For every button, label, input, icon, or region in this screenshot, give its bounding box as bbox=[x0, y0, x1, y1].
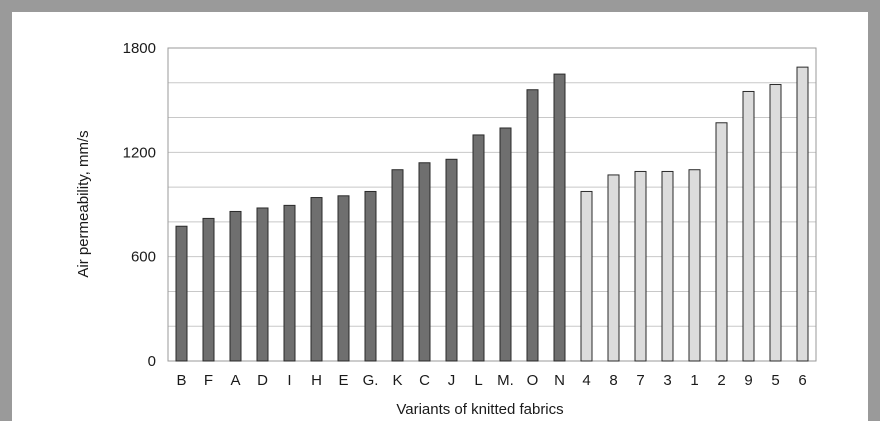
y-tick-label: 1200 bbox=[123, 144, 156, 161]
plot-area bbox=[167, 47, 817, 362]
x-axis-ticks: B F A D I H E G. K C J L M. O N 4 8 7 3 1 2 9 5 6 bbox=[176, 372, 806, 389]
bar-N bbox=[553, 73, 566, 362]
x-tick-label: G. bbox=[363, 372, 379, 389]
bar-2 bbox=[715, 122, 728, 362]
x-tick-label: F bbox=[204, 372, 213, 389]
x-tick-label: L bbox=[474, 372, 482, 389]
y-tick-label: 600 bbox=[131, 249, 156, 266]
x-tick-label: 1 bbox=[690, 372, 698, 389]
chart-panel: 0 600 1200 1800 B F A D I H E G. K C J L M. O N 4 8 7 3 1 2 9 5 6 … bbox=[12, 12, 868, 421]
x-tick-label: 3 bbox=[663, 372, 671, 389]
bar-J bbox=[445, 158, 458, 362]
x-axis-title: Variants of knitted fabrics bbox=[396, 401, 563, 418]
bar-E bbox=[337, 195, 350, 362]
x-tick-label: D bbox=[257, 372, 268, 389]
x-tick-label: 4 bbox=[582, 372, 590, 389]
x-tick-label: 6 bbox=[798, 372, 806, 389]
bar-C bbox=[418, 162, 431, 362]
x-tick-label: J bbox=[448, 372, 456, 389]
x-tick-label: 2 bbox=[717, 372, 725, 389]
x-tick-label: E bbox=[338, 372, 348, 389]
x-tick-label: M. bbox=[497, 372, 514, 389]
y-axis-title: Air permeability, mm/s bbox=[75, 130, 92, 277]
bar-L bbox=[472, 134, 485, 362]
x-tick-label: I bbox=[287, 372, 291, 389]
x-tick-label: N bbox=[554, 372, 565, 389]
bar-G bbox=[364, 190, 377, 362]
bar-I bbox=[283, 204, 296, 362]
x-tick-label: C bbox=[419, 372, 430, 389]
x-tick-label: 9 bbox=[744, 372, 752, 389]
x-tick-label: O bbox=[527, 372, 539, 389]
x-tick-label: A bbox=[230, 372, 240, 389]
bars bbox=[175, 66, 809, 362]
y-tick-label: 0 bbox=[148, 353, 156, 370]
gridlines bbox=[168, 82, 816, 327]
x-tick-label: 8 bbox=[609, 372, 617, 389]
bar-K bbox=[391, 169, 404, 362]
bar-H bbox=[310, 197, 323, 362]
bar-7 bbox=[634, 170, 647, 362]
y-tick-label: 1800 bbox=[123, 40, 156, 57]
x-tick-label: 7 bbox=[636, 372, 644, 389]
x-tick-label: H bbox=[311, 372, 322, 389]
bar-F bbox=[202, 217, 215, 362]
bar-B bbox=[175, 225, 188, 362]
bar-M bbox=[499, 127, 512, 362]
bar-3 bbox=[661, 170, 674, 362]
bar-O bbox=[526, 89, 539, 362]
x-tick-label: B bbox=[176, 372, 186, 389]
y-axis-ticks: 0 600 1200 1800 bbox=[123, 40, 156, 370]
bar-D bbox=[256, 207, 269, 362]
bar-4 bbox=[580, 190, 593, 362]
bar-9 bbox=[742, 90, 755, 362]
bar-1 bbox=[688, 169, 701, 362]
bar-5 bbox=[769, 84, 782, 362]
x-tick-label: K bbox=[392, 372, 402, 389]
bar-8 bbox=[607, 174, 620, 362]
bar-A bbox=[229, 210, 242, 362]
bar-6 bbox=[796, 66, 809, 362]
x-tick-label: 5 bbox=[771, 372, 779, 389]
